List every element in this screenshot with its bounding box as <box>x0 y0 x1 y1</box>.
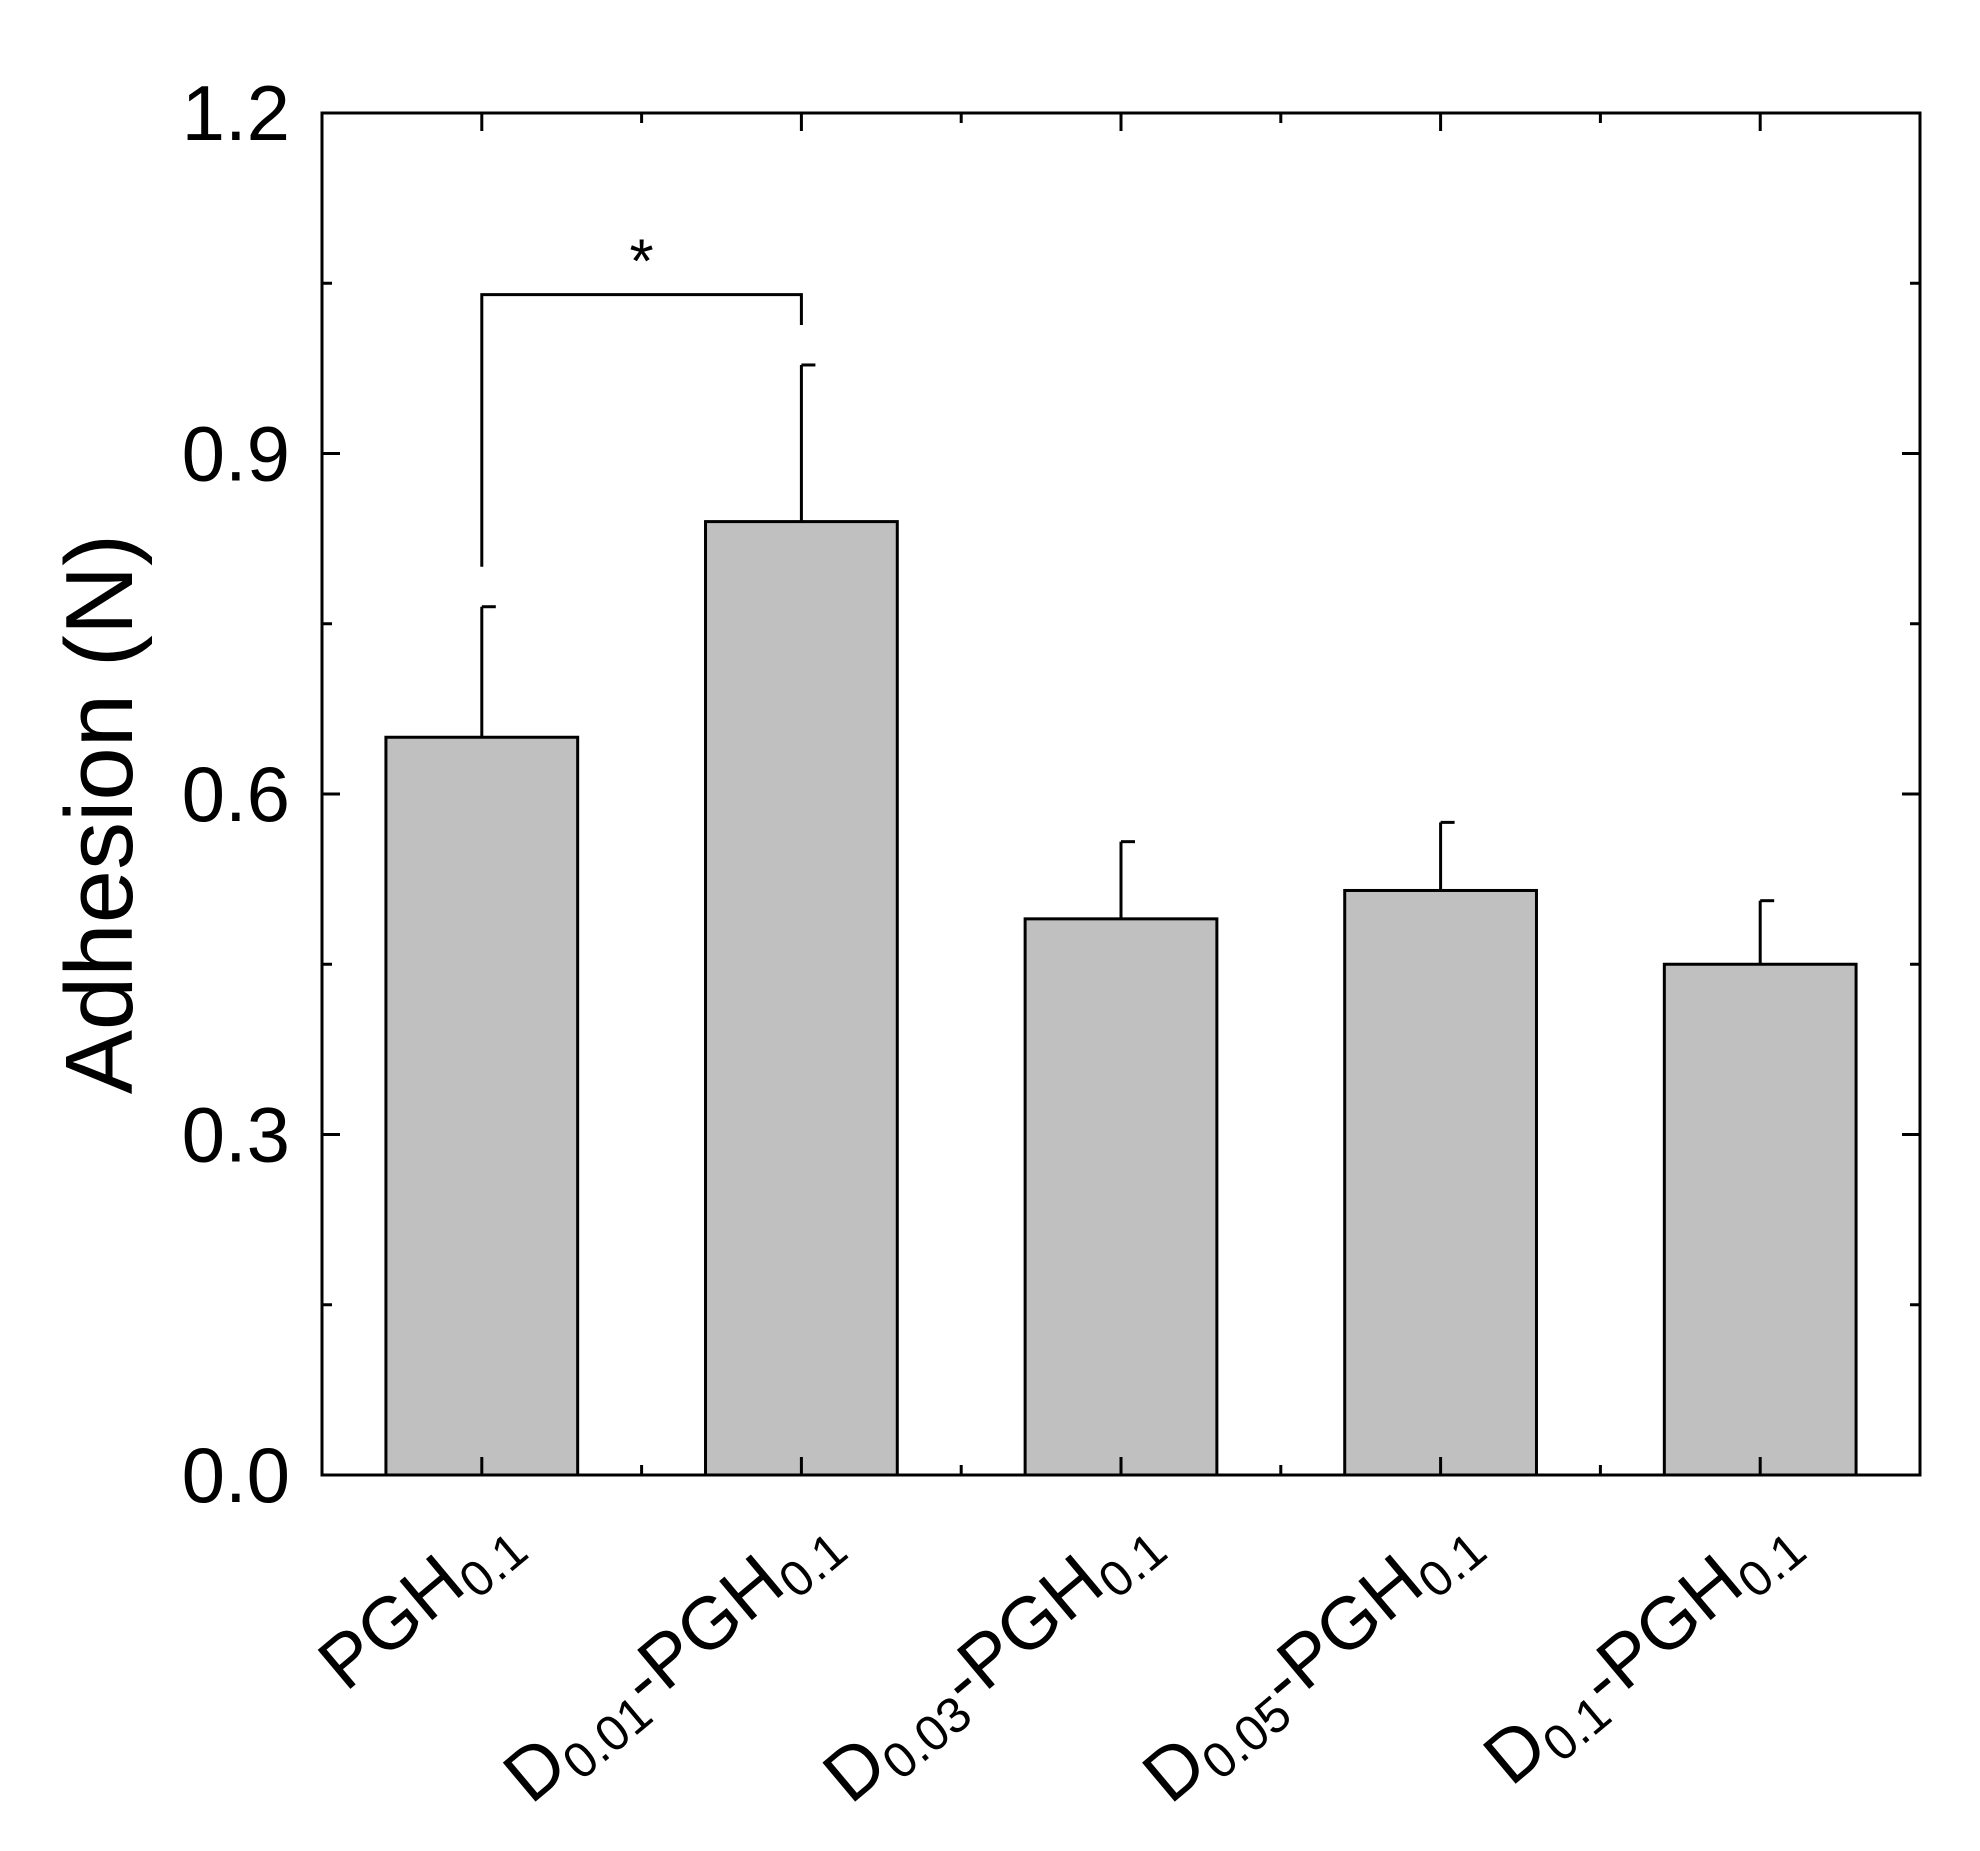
y-tick-labels: 0.0 0.3 0.6 0.9 1.2 <box>182 69 290 1519</box>
significance-line-1 <box>480 293 803 567</box>
y-tick-label: 0.0 <box>182 1431 290 1519</box>
significance-bracket: * <box>480 228 803 567</box>
y-tick-label: 0.6 <box>182 750 290 838</box>
x-category-label-2: D0.01-PGH0.1 <box>488 1494 858 1825</box>
axis-ticks-group <box>320 111 1922 1477</box>
bar-1 <box>384 735 580 1477</box>
bar-5 <box>1662 962 1858 1477</box>
bar-3 <box>1023 917 1219 1477</box>
y-tick-label: 0.9 <box>182 410 290 498</box>
x-category-label-4: D0.05-PGH0.1 <box>1127 1494 1497 1825</box>
x-category-label-5: D0.1-PGH0.1 <box>1468 1494 1816 1807</box>
significance-star-1: * <box>630 228 654 297</box>
y-tick-label: 1.2 <box>182 69 290 157</box>
bar-4 <box>1343 888 1538 1477</box>
error-bars-group <box>480 363 1775 965</box>
x-category-label-1: PGH0.1 <box>303 1494 538 1712</box>
bar-2 <box>704 520 899 1477</box>
bars-group <box>384 520 1858 1477</box>
x-category-labels: PGH0.1D0.01-PGH0.1D0.03-PGH0.1D0.05-PGH0… <box>303 1494 1817 1825</box>
y-tick-label: 0.3 <box>182 1091 290 1179</box>
y-axis-title: Adhesion (N) <box>46 534 153 1094</box>
x-category-label-3: D0.03-PGH0.1 <box>807 1494 1177 1825</box>
